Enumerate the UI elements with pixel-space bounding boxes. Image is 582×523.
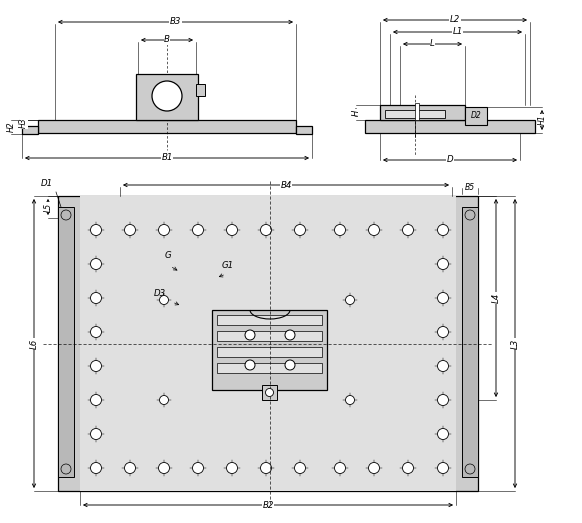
- Circle shape: [438, 394, 449, 405]
- Text: L6: L6: [30, 338, 38, 349]
- Text: G: G: [165, 252, 171, 260]
- Circle shape: [438, 462, 449, 473]
- Circle shape: [61, 210, 71, 220]
- Circle shape: [158, 462, 169, 473]
- Circle shape: [438, 258, 449, 269]
- Bar: [58, 196, 478, 491]
- Circle shape: [294, 462, 306, 473]
- Bar: [38, 120, 296, 133]
- Bar: [217, 315, 322, 325]
- Circle shape: [125, 462, 136, 473]
- Bar: [217, 347, 322, 357]
- Circle shape: [285, 330, 295, 340]
- Circle shape: [261, 224, 271, 235]
- Bar: [22, 126, 38, 134]
- Text: B2: B2: [262, 501, 274, 509]
- Bar: [58, 207, 74, 477]
- Circle shape: [346, 395, 354, 404]
- Text: B: B: [164, 36, 170, 44]
- Circle shape: [90, 462, 101, 473]
- Circle shape: [90, 224, 101, 235]
- Text: G1: G1: [222, 262, 234, 270]
- Circle shape: [294, 224, 306, 235]
- Text: B5: B5: [465, 184, 475, 192]
- Circle shape: [265, 389, 274, 396]
- Bar: [80, 196, 456, 491]
- Text: D: D: [447, 155, 453, 165]
- Circle shape: [125, 224, 136, 235]
- Circle shape: [403, 224, 413, 235]
- Text: L4: L4: [492, 293, 501, 303]
- Bar: [196, 84, 205, 96]
- Circle shape: [226, 224, 237, 235]
- Circle shape: [245, 330, 255, 340]
- Text: H3: H3: [19, 118, 27, 128]
- Bar: [296, 126, 312, 134]
- Circle shape: [193, 462, 204, 473]
- Bar: [462, 207, 478, 477]
- Circle shape: [159, 395, 169, 404]
- Circle shape: [159, 295, 169, 304]
- Bar: [415, 103, 419, 120]
- Circle shape: [261, 462, 271, 473]
- Bar: [212, 310, 327, 390]
- Circle shape: [226, 462, 237, 473]
- Text: L1: L1: [452, 28, 463, 37]
- Bar: [262, 385, 277, 400]
- Circle shape: [285, 360, 295, 370]
- Circle shape: [152, 81, 182, 111]
- Circle shape: [61, 464, 71, 474]
- Circle shape: [90, 326, 101, 337]
- Circle shape: [438, 428, 449, 439]
- Circle shape: [438, 326, 449, 337]
- Bar: [380, 105, 465, 120]
- Circle shape: [158, 224, 169, 235]
- Bar: [217, 363, 322, 373]
- Circle shape: [90, 428, 101, 439]
- Circle shape: [368, 462, 379, 473]
- Text: B3: B3: [170, 17, 181, 27]
- Text: D2: D2: [471, 111, 481, 120]
- Circle shape: [403, 462, 413, 473]
- Text: H1: H1: [538, 115, 546, 126]
- Bar: [465, 107, 487, 125]
- Text: B4: B4: [281, 180, 292, 189]
- Circle shape: [245, 360, 255, 370]
- Circle shape: [335, 224, 346, 235]
- Circle shape: [90, 292, 101, 303]
- Circle shape: [346, 295, 354, 304]
- Bar: [385, 110, 445, 118]
- Circle shape: [90, 394, 101, 405]
- Circle shape: [90, 360, 101, 371]
- Text: L5: L5: [44, 202, 52, 212]
- Circle shape: [438, 360, 449, 371]
- Text: H2: H2: [6, 122, 16, 132]
- Circle shape: [193, 224, 204, 235]
- Text: H: H: [352, 109, 360, 116]
- Bar: [217, 331, 322, 341]
- Text: L3: L3: [510, 338, 520, 349]
- Circle shape: [438, 292, 449, 303]
- Text: L: L: [430, 40, 435, 49]
- Bar: [365, 120, 535, 133]
- Circle shape: [438, 224, 449, 235]
- Text: B1: B1: [161, 153, 173, 163]
- Circle shape: [368, 224, 379, 235]
- Circle shape: [90, 258, 101, 269]
- Text: L2: L2: [450, 16, 460, 25]
- Bar: [136, 74, 198, 120]
- Circle shape: [465, 464, 475, 474]
- Circle shape: [465, 210, 475, 220]
- Circle shape: [335, 462, 346, 473]
- Text: D3: D3: [154, 290, 166, 299]
- Text: D1: D1: [41, 179, 53, 188]
